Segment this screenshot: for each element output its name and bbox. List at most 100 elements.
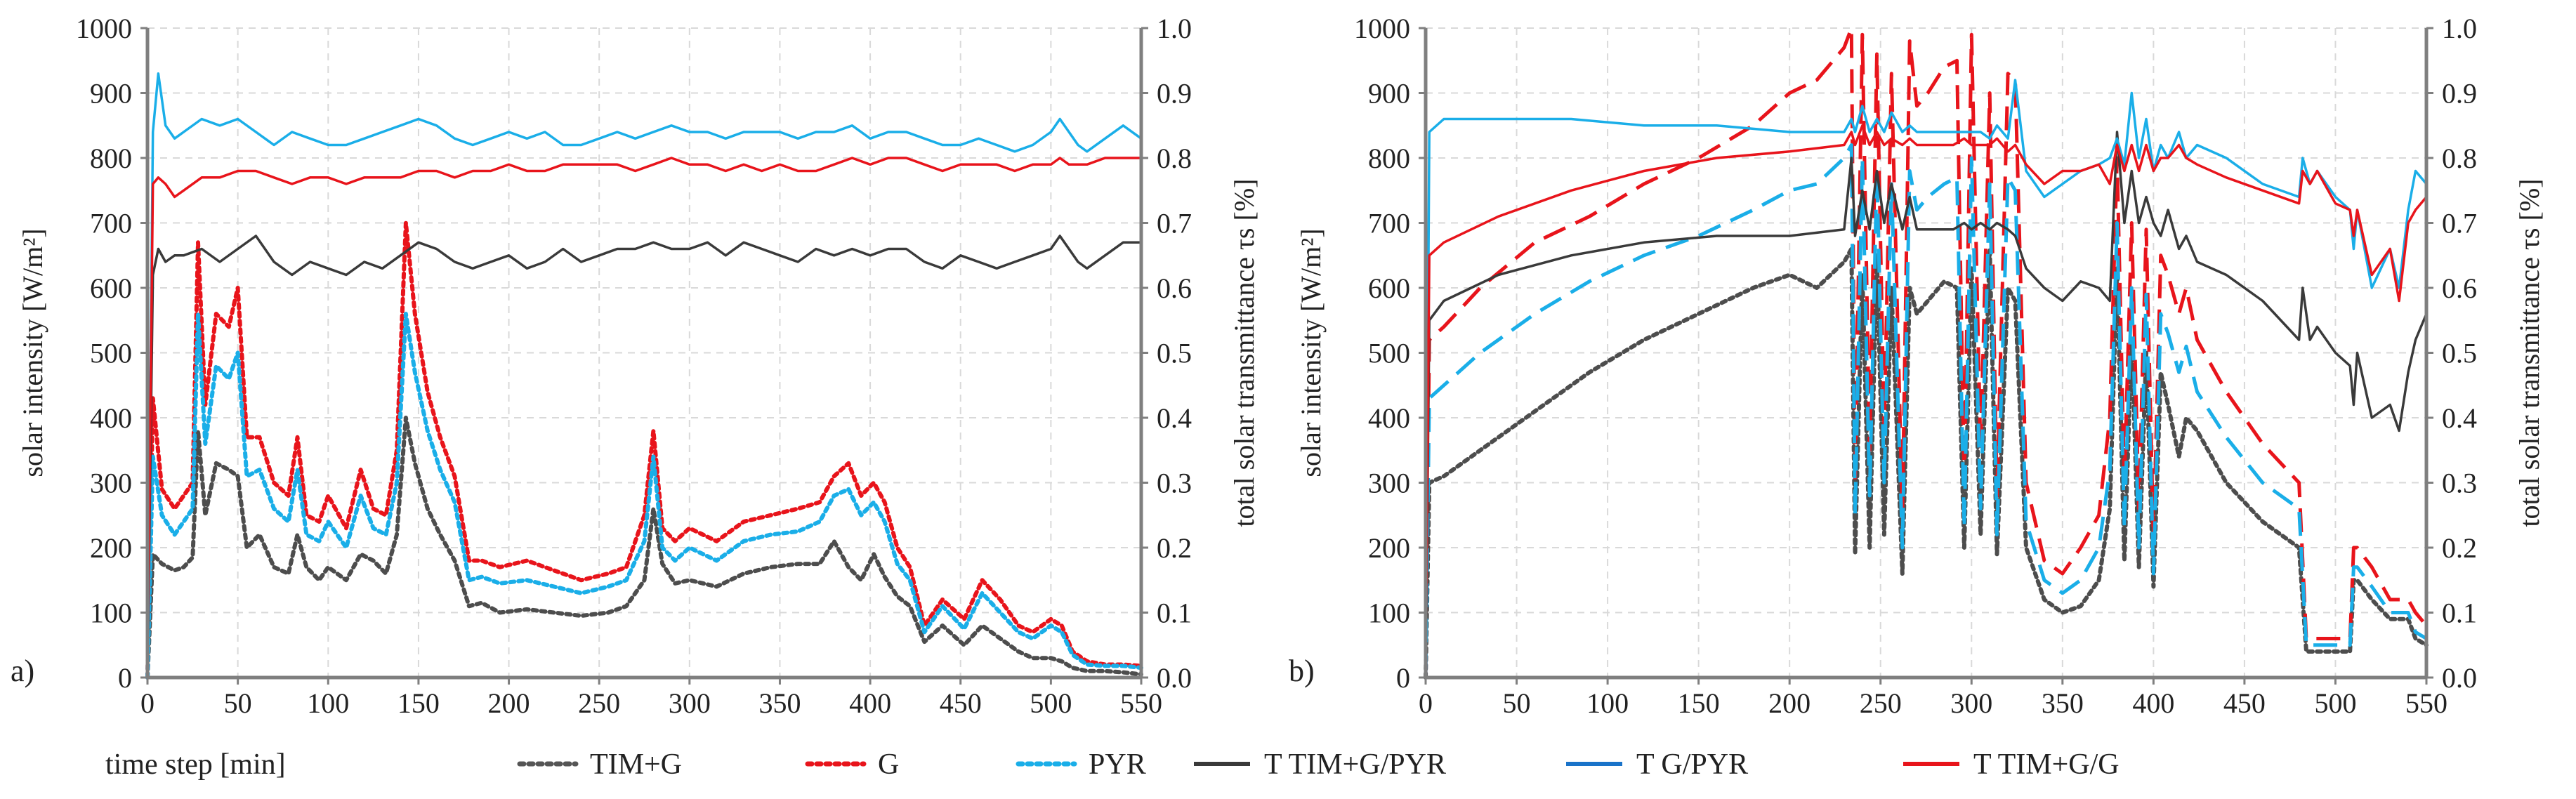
series-group: [145, 72, 1143, 680]
series-line-pyr: [1424, 143, 2428, 678]
series-line-t-g-pyr: [1424, 79, 2428, 678]
x-tick-label: 0: [1419, 687, 1433, 719]
y-right-tick-label: 0.1: [1157, 597, 1192, 629]
x-tick-label: 200: [1768, 687, 1811, 719]
x-tick-label: 350: [2042, 687, 2084, 719]
series-line-tim-g: [145, 416, 1143, 680]
x-tick-label: 400: [849, 687, 891, 719]
x-tick-label: 450: [940, 687, 982, 719]
x-tick-label: 450: [2223, 687, 2266, 719]
x-tick-label: 300: [669, 687, 711, 719]
x-tick-label: 200: [488, 687, 530, 719]
y-right-axis-title: total solar transmittance τs [%]: [1228, 179, 1260, 527]
y-left-tick-label: 200: [90, 532, 132, 564]
series-line-pyr: [145, 312, 1143, 680]
y-left-tick-label: 1000: [1354, 13, 1410, 44]
x-tick-label: 150: [397, 687, 440, 719]
x-tick-label: 100: [307, 687, 349, 719]
x-tick-label: 50: [224, 687, 252, 719]
gridlines: [1425, 27, 2427, 678]
x-tick-label: 250: [578, 687, 620, 719]
series-line-t-g-pyr: [146, 72, 1143, 678]
y-right-tick-label: 0.2: [2442, 532, 2477, 564]
y-right-tick-label: 0.6: [1157, 272, 1192, 304]
y-right-tick-label: 0.4: [2442, 402, 2477, 434]
x-tick-label: 350: [758, 687, 801, 719]
x-tick-label: 250: [1860, 687, 1902, 719]
y-right-tick-label: 0.5: [1157, 338, 1192, 369]
y-left-tick-label: 100: [90, 597, 132, 629]
panel-label: b): [1289, 654, 1315, 688]
y-left-tick-label: 300: [1368, 468, 1410, 499]
y-right-tick-label: 0.6: [2442, 272, 2477, 304]
legend: time step [min] TIM+G G PYR T TIM+G/PYR T G/…: [105, 748, 2120, 781]
series-line-t-tim-g-pyr: [146, 235, 1141, 678]
y-right-tick-label: 0.3: [1157, 468, 1192, 499]
y-right-tick-label: 0.0: [1157, 662, 1192, 694]
x-tick-label: 400: [2132, 687, 2174, 719]
y-right-axis-title: total solar transmittance τs [%]: [2513, 179, 2545, 527]
y-left-tick-label: 0: [1396, 662, 1410, 694]
y-right-tick-label: 0.3: [2442, 468, 2477, 499]
legend-label-pyr: PYR: [1089, 748, 1146, 781]
x-tick-label: 100: [1586, 687, 1629, 719]
legend-label-g: G: [878, 748, 899, 781]
y-right-tick-label: 0.1: [2442, 597, 2477, 629]
y-right-tick-label: 0.9: [2442, 78, 2477, 110]
y-right-tick-label: 1.0: [2442, 13, 2477, 44]
y-left-tick-label: 200: [1368, 532, 1410, 564]
x-tick-label: 550: [1120, 687, 1162, 719]
y-right-tick-label: 0.5: [2442, 338, 2477, 369]
series-line-t-tim-g-g: [146, 157, 1141, 678]
series-line-t-tim-g-pyr: [1424, 131, 2428, 678]
y-left-tick-label: 300: [90, 468, 132, 499]
legend-label-t_g_pyr: T G/PYR: [1636, 748, 1748, 781]
y-left-tick-label: 700: [1368, 208, 1410, 239]
axes: 0 50 100 150 200 250 300 350 400 450 500 550 0 100 200…: [1354, 13, 2477, 719]
gridlines: [147, 27, 1142, 678]
y-right-tick-label: 0.7: [2442, 208, 2477, 239]
y-left-tick-label: 500: [90, 338, 132, 369]
y-left-tick-label: 100: [1368, 597, 1410, 629]
y-right-tick-label: 1.0: [1157, 13, 1192, 44]
y-right-tick-label: 0.7: [1157, 208, 1192, 239]
y-left-tick-label: 1000: [76, 13, 132, 44]
x-tick-label: 150: [1678, 687, 1720, 719]
x-tick-label: 550: [2405, 687, 2447, 719]
y-left-tick-label: 400: [90, 402, 132, 434]
series-group: [1424, 26, 2429, 680]
y-right-tick-label: 0.2: [1157, 532, 1192, 564]
y-right-tick-label: 0.9: [1157, 78, 1192, 110]
y-left-tick-label: 600: [90, 272, 132, 304]
x-tick-label: 50: [1503, 687, 1531, 719]
y-left-tick-label: 900: [1368, 78, 1410, 110]
y-right-tick-label: 0.0: [2442, 662, 2477, 694]
y-right-tick-label: 0.8: [1157, 143, 1192, 174]
x-tick-label: 500: [2314, 687, 2356, 719]
axes: 0 50 100 150 200 250 300 350 400 450 500 550 0 100 200…: [76, 13, 1192, 719]
y-left-tick-label: 400: [1368, 402, 1410, 434]
y-right-tick-label: 0.4: [1157, 402, 1192, 434]
y-left-tick-label: 900: [90, 78, 132, 110]
y-left-tick-label: 800: [90, 143, 132, 174]
chart-panel-b: 0 50 100 150 200 250 300 350 400 450 500 550 0 100 200…: [1289, 13, 2545, 719]
series-line-t-tim-g-g: [1424, 124, 2428, 678]
legend-label-tim_g: TIM+G: [590, 748, 682, 781]
y-left-tick-label: 800: [1368, 143, 1410, 174]
chart-panel-a: 0 50 100 150 200 250 300 350 400 450 500 550 0 100 200…: [11, 13, 1260, 719]
panel-label: a): [11, 654, 34, 688]
legend-label-t_timg_pyr: T TIM+G/PYR: [1264, 748, 1446, 781]
y-left-tick-label: 500: [1368, 338, 1410, 369]
y-left-tick-label: 700: [90, 208, 132, 239]
x-tick-label: 500: [1030, 687, 1072, 719]
x-tick-label: 300: [1950, 687, 1992, 719]
time-axis-label: time step [min]: [105, 748, 286, 781]
y-left-axis-title: solar intensity [W/m²]: [17, 228, 48, 477]
legend-label-t_timg_g: T TIM+G/G: [1973, 748, 2120, 781]
x-tick-label: 0: [140, 687, 155, 719]
y-left-tick-label: 600: [1368, 272, 1410, 304]
y-left-axis-title: solar intensity [W/m²]: [1295, 228, 1327, 477]
y-right-tick-label: 0.8: [2442, 143, 2477, 174]
series-line-g: [145, 220, 1143, 680]
